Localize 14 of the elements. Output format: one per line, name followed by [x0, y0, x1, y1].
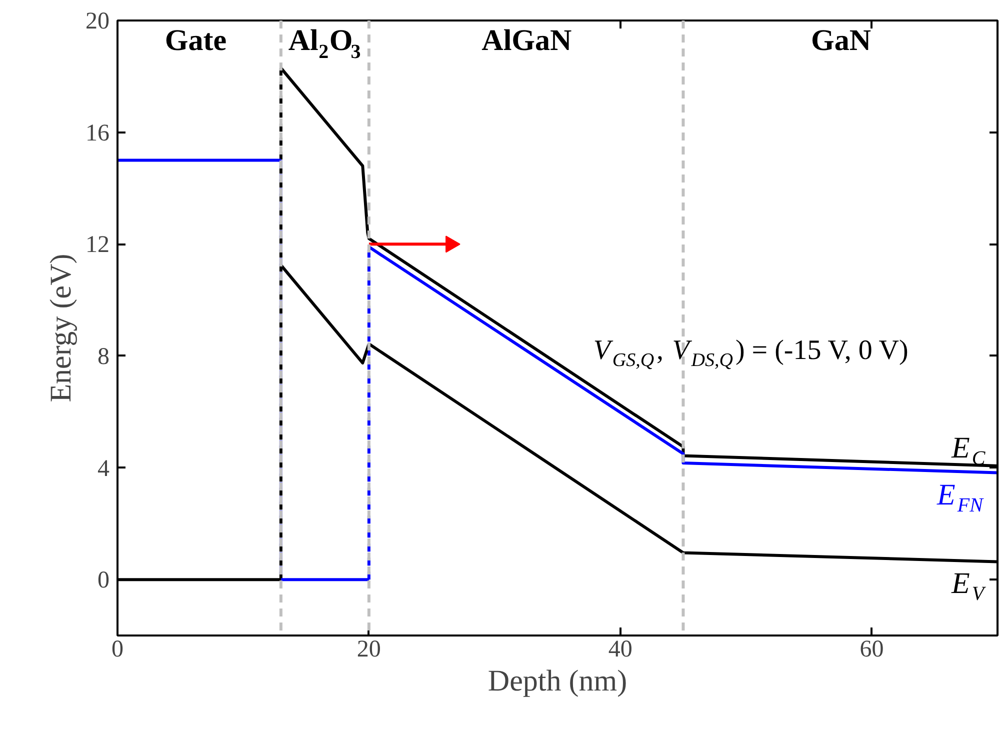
- annotation: GaN: [811, 24, 872, 57]
- y-tick-label: 20: [86, 8, 110, 34]
- x-axis-title: Depth (nm): [488, 664, 628, 698]
- annotation: Gate: [164, 24, 227, 57]
- y-tick-label: 8: [98, 344, 110, 370]
- x-tick-label: 60: [860, 636, 884, 662]
- y-axis-title: Energy (eV): [44, 254, 78, 402]
- y-tick-label: 12: [86, 232, 110, 258]
- annotation: AlGaN: [482, 24, 572, 57]
- y-tick-label: 16: [86, 120, 110, 146]
- y-tick-label: 4: [98, 456, 110, 482]
- x-tick-label: 40: [608, 636, 632, 662]
- y-tick-label: 0: [98, 568, 110, 594]
- x-tick-label: 20: [356, 636, 381, 662]
